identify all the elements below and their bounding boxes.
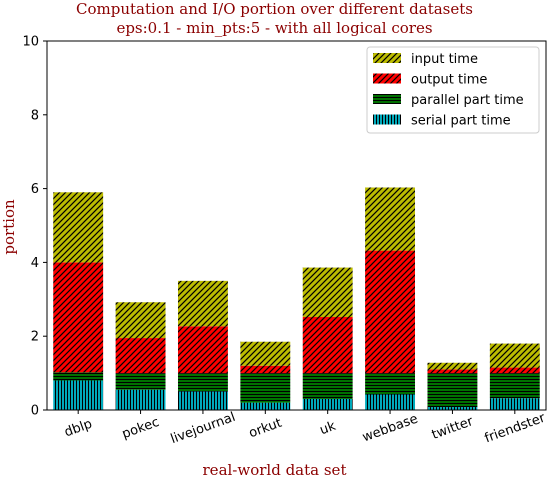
bar-serial-part-time-twitter [427,407,478,410]
bar-parallel-part-time-pokec [115,373,166,390]
bar-serial-part-time-dblp [53,380,104,410]
y-tick-label: 10 [22,35,39,50]
bar-output-time-uk [302,317,353,374]
chart-subtitle: eps:0.1 - min_pts:5 - with all logical c… [116,19,433,37]
x-tick-label: orkut [247,416,284,442]
bar-serial-part-time-friendster [489,398,540,410]
bar-input-time-orkut [240,341,291,366]
chart-title: Computation and I/O portion over differe… [76,0,473,18]
y-tick-label: 4 [31,256,39,271]
legend-label: output time [411,73,487,88]
bar-output-time-livejournal [177,326,228,374]
y-tick-label: 2 [31,330,39,345]
bar-serial-part-time-webbase [365,394,416,410]
bar-serial-part-time-uk [302,398,353,410]
x-tick-label: livejournal [169,410,238,447]
bar-output-time-webbase [365,250,416,374]
y-axis-label: portion [0,199,18,255]
legend-swatch [373,94,401,104]
legend-box [366,46,540,134]
legend-swatch [373,53,401,63]
bar-parallel-part-time-friendster [489,373,540,399]
bar-input-time-uk [302,267,353,318]
legend-label: parallel part time [411,93,524,108]
x-axis-label: real-world data set [202,461,347,479]
bar-input-time-webbase [365,187,416,251]
bar-serial-part-time-orkut [240,402,291,410]
bar-output-time-twitter [427,369,478,374]
y-tick-label: 8 [31,108,39,123]
bar-input-time-twitter [427,362,478,370]
bar-parallel-part-time-webbase [365,373,416,395]
y-tick-label: 6 [31,182,39,197]
bar-parallel-part-time-orkut [240,373,291,403]
x-tick-label: friendster [483,410,548,446]
x-tick-label: webbase [360,412,420,446]
x-tick-label: dblp [62,417,94,441]
bar-output-time-pokec [115,338,166,374]
x-tick-label: twitter [430,414,476,443]
bar-parallel-part-time-twitter [427,373,478,408]
bar-parallel-part-time-uk [302,373,353,399]
legend-swatch [373,114,401,125]
legend-swatch [373,73,401,84]
bar-serial-part-time-pokec [115,389,166,410]
legend-label: serial part time [411,114,511,129]
x-tick-label: pokec [120,415,161,442]
bar-output-time-friendster [489,367,540,374]
bar-serial-part-time-livejournal [177,391,228,410]
bar-output-time-orkut [240,365,291,374]
bar-input-time-friendster [489,343,540,368]
bar-parallel-part-time-livejournal [177,373,228,392]
bar-input-time-livejournal [177,280,228,327]
x-tick-label: uk [318,419,338,439]
bar-input-time-pokec [115,302,166,339]
axes-frame [46,40,547,411]
bar-input-time-dblp [53,192,104,263]
bar-output-time-dblp [53,262,104,373]
y-tick-label: 0 [31,404,39,419]
bar-parallel-part-time-dblp [53,372,104,381]
legend-label: input time [411,52,478,67]
